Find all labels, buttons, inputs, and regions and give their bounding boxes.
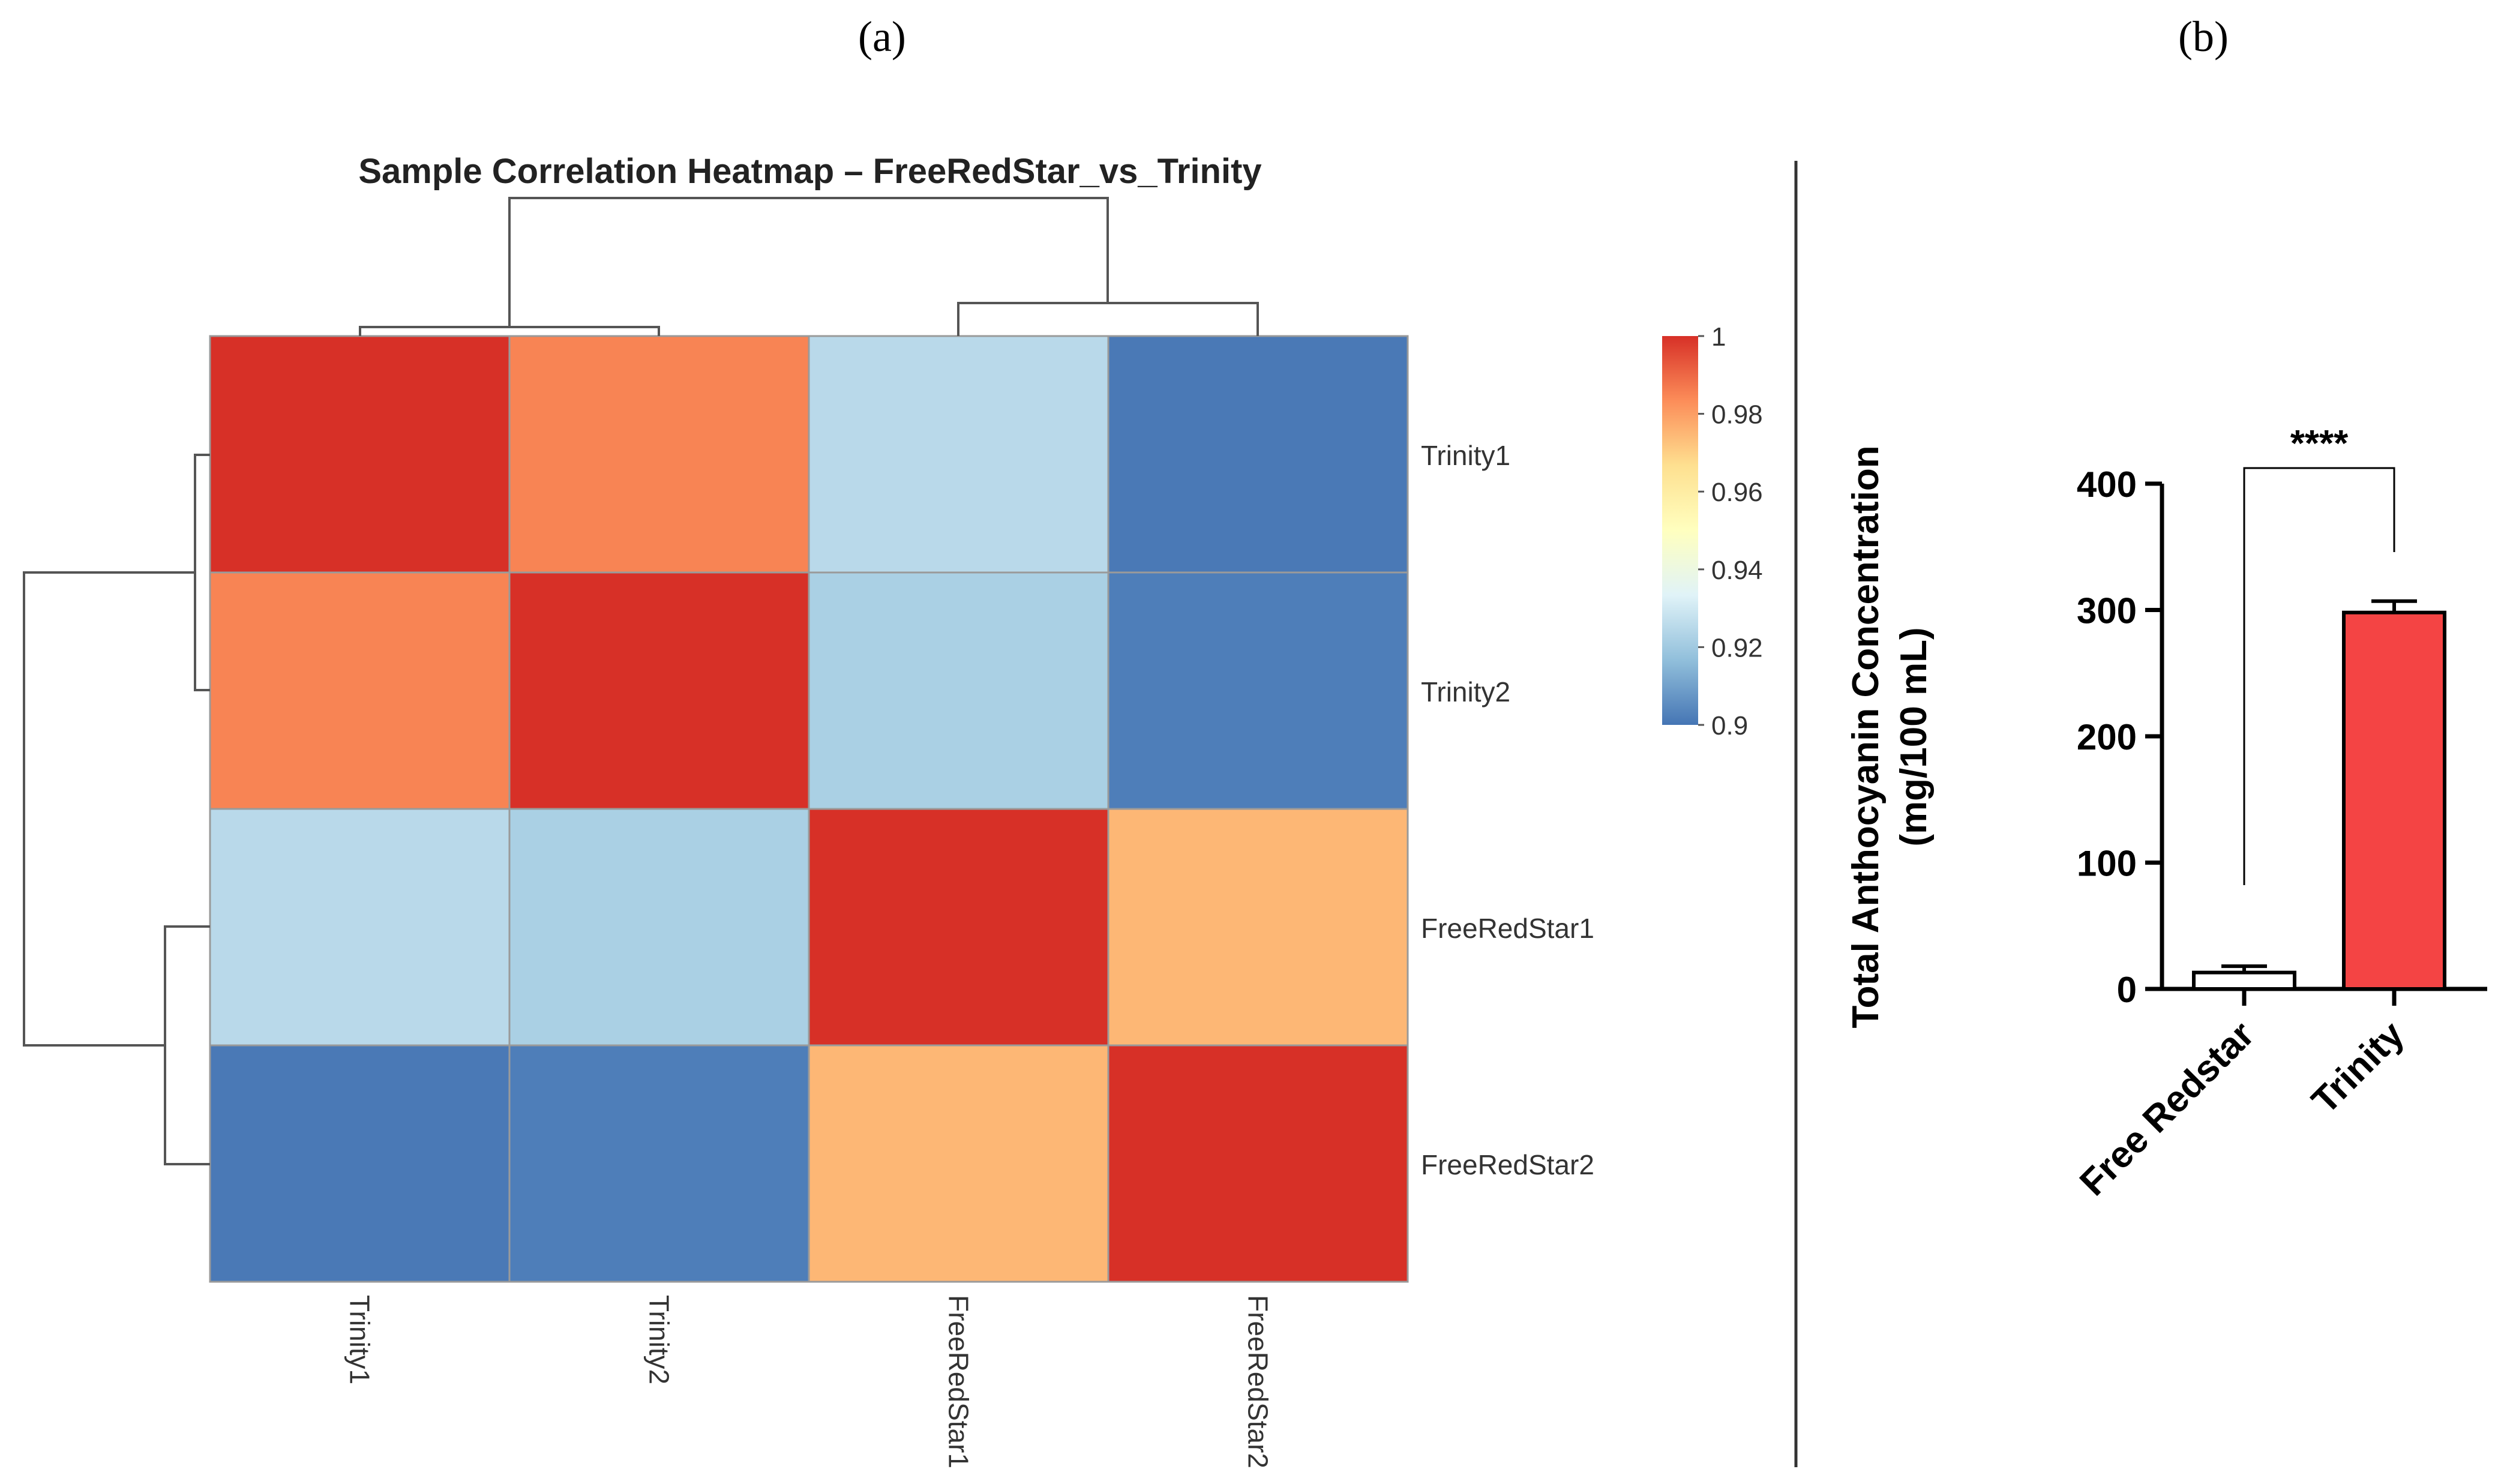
heatmap-cell <box>808 335 1109 574</box>
heatmap-cell <box>808 1044 1109 1283</box>
colorbar-tick-label: 0.94 <box>1711 556 1763 585</box>
bar <box>2342 610 2446 991</box>
col-dendro-right <box>957 302 1259 336</box>
row-dendro-root <box>23 571 195 1047</box>
heatmap-cell <box>209 335 511 574</box>
colorbar: 1 0.98 0.96 0.94 0.92 0.9 <box>1662 322 1763 740</box>
heatmap-col-labels: Trinity1 Trinity2 FreeRedStar1 FreeRedStar2 <box>344 1295 1274 1468</box>
heatmap-cell <box>1107 808 1409 1047</box>
heatmap-cell <box>508 571 810 810</box>
row-label: Trinity1 <box>1421 440 1510 471</box>
heatmap-panel: Sample Correlation Heatmap – FreeRedStar… <box>23 152 1763 1468</box>
row-label: Trinity2 <box>1421 676 1510 707</box>
bar-ylabel-line1: Total Anthocyanin Concentration <box>1845 445 1887 1028</box>
significance-line <box>2243 467 2395 885</box>
dendrogram <box>23 197 1259 1165</box>
row-dendro-bottom <box>164 925 210 1165</box>
colorbar-tick-label: 0.92 <box>1711 633 1763 662</box>
heatmap-cell <box>508 1044 810 1283</box>
row-dendro-top <box>194 454 210 691</box>
heatmap-cell <box>508 808 810 1047</box>
row-label: FreeRedStar2 <box>1421 1149 1594 1180</box>
heatmap-cells <box>209 335 1409 1283</box>
colorbar-tick-label: 0.98 <box>1711 400 1763 430</box>
col-label: FreeRedStar1 <box>943 1295 974 1468</box>
row-label: FreeRedStar1 <box>1421 913 1594 944</box>
panel-label-a: (a) <box>858 13 906 61</box>
y-tick-label: 0 <box>2117 970 2137 1010</box>
heatmap-cell <box>508 335 810 574</box>
heatmap-cell <box>209 571 511 810</box>
significance-bracket: **** <box>2243 423 2395 885</box>
heatmap-cell <box>808 808 1109 1047</box>
heatmap-cell <box>808 571 1109 810</box>
category-label: Free Redstar <box>2072 1014 2262 1204</box>
heatmap-cell <box>1107 1044 1409 1283</box>
y-tick-label: 300 <box>2077 591 2137 631</box>
bars <box>2192 599 2446 991</box>
y-tick-label: 200 <box>2077 717 2137 757</box>
col-dendro-top <box>508 197 1109 327</box>
colorbar-tick-label: 1 <box>1711 322 1726 352</box>
heatmap-title: Sample Correlation Heatmap – FreeRedStar… <box>358 152 1261 191</box>
col-label: Trinity2 <box>644 1295 675 1384</box>
bar <box>2192 970 2296 991</box>
colorbar-tick-label: 0.96 <box>1711 478 1763 507</box>
colorbar-gradient <box>1662 336 1698 725</box>
colorbar-ticks: 1 0.98 0.96 0.94 0.92 0.9 <box>1698 322 1763 740</box>
col-dendro-left <box>359 326 660 336</box>
panel-label-b: (b) <box>2178 13 2229 61</box>
heatmap-cell <box>209 1044 511 1283</box>
col-label: FreeRedStar2 <box>1243 1295 1274 1468</box>
colorbar-tick-label: 0.9 <box>1711 711 1748 740</box>
heatmap-cell <box>1107 571 1409 810</box>
bar-chart-panel: Total Anthocyanin Concentration (mg/100 … <box>1845 423 2487 1204</box>
bar-ylabel-line2: (mg/100 mL) <box>1893 627 1935 846</box>
heatmap-cell <box>1107 335 1409 574</box>
col-label: Trinity1 <box>344 1295 376 1384</box>
heatmap-row-labels: Trinity1 Trinity2 FreeRedStar1 FreeRedStar2 <box>1421 440 1594 1180</box>
significance-stars: **** <box>2290 423 2349 464</box>
category-label: Trinity <box>2304 1014 2413 1122</box>
y-tick-label: 400 <box>2077 464 2137 505</box>
y-tick-label: 100 <box>2077 844 2137 884</box>
heatmap-cell <box>209 808 511 1047</box>
